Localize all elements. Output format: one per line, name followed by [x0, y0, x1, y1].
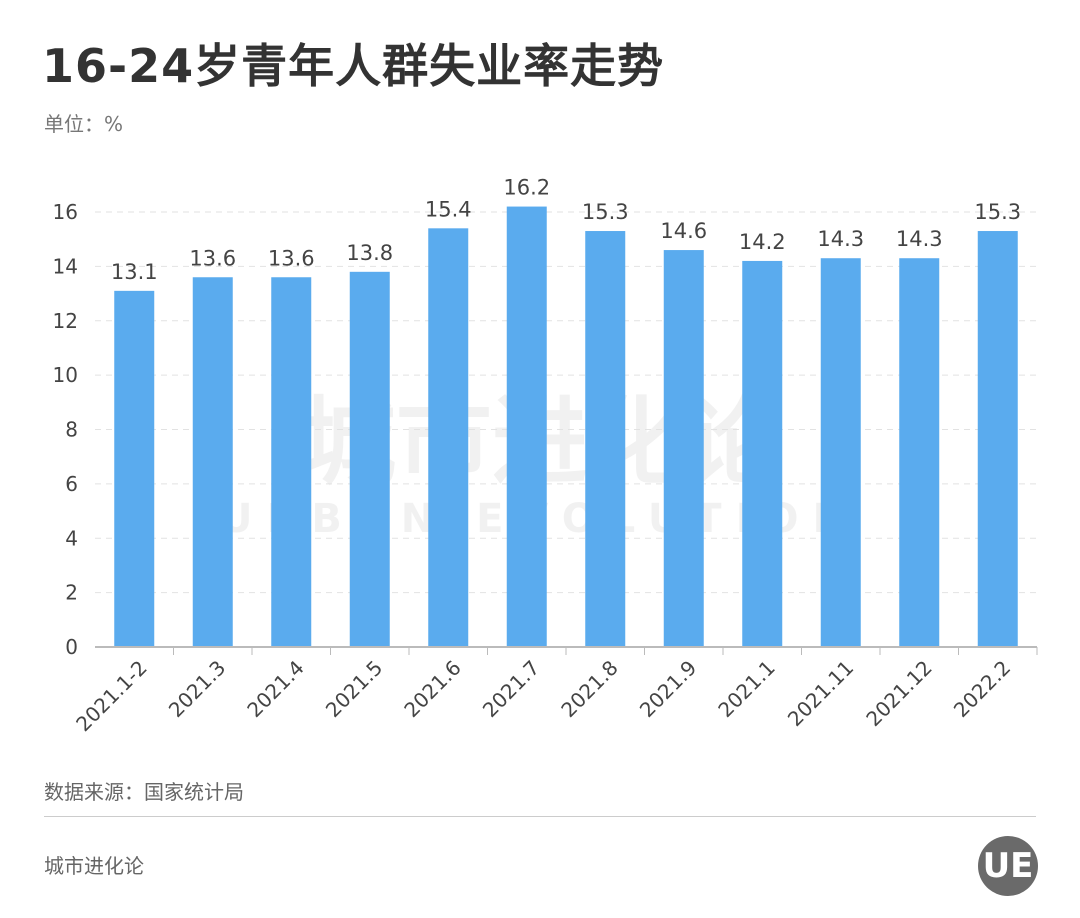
chart-title: 16-24岁青年人群失业率走势	[42, 39, 665, 93]
unit-label: 单位：%	[44, 112, 124, 136]
data-label: 13.6	[189, 246, 236, 270]
data-label: 14.2	[739, 230, 786, 254]
bar	[899, 258, 940, 647]
bar	[114, 290, 155, 647]
x-tick-label: 2021.6	[399, 656, 465, 722]
data-label: 15.4	[425, 197, 472, 221]
bar	[271, 277, 312, 647]
data-label: 14.6	[660, 219, 707, 243]
x-tick-label: 2021.1	[713, 656, 779, 722]
y-tick-label: 10	[53, 363, 78, 387]
y-tick-label: 0	[65, 635, 78, 659]
data-label: 13.8	[346, 241, 393, 265]
x-tick-label: 2021.5	[321, 656, 387, 722]
x-tick-label: 2021.12	[861, 656, 936, 731]
divider	[44, 816, 1036, 817]
x-tick-label: 2022.2	[949, 656, 1015, 722]
data-label: 15.3	[582, 200, 629, 224]
bar	[349, 271, 390, 647]
bar	[663, 250, 704, 647]
x-tick-label: 2021.11	[783, 656, 858, 731]
data-label: 15.3	[974, 200, 1021, 224]
data-label: 13.6	[268, 246, 315, 270]
x-tick-label: 2021.7	[478, 656, 544, 722]
y-tick-label: 12	[53, 309, 78, 333]
y-tick-label: 16	[53, 200, 78, 224]
y-tick-label: 8	[65, 418, 78, 442]
x-tick-label: 2021.3	[164, 656, 230, 722]
data-label: 16.2	[503, 176, 550, 200]
x-tick-label: 2021.9	[635, 656, 701, 722]
x-tick-label: 2021.8	[556, 656, 622, 722]
brand-name: 城市进化论	[44, 854, 144, 878]
y-tick-label: 6	[65, 472, 78, 496]
bar	[192, 277, 233, 647]
bar	[977, 231, 1018, 647]
x-tick-label: 2021.4	[242, 656, 308, 722]
data-label: 13.1	[111, 260, 158, 284]
x-tick-label: 2021.1-2	[71, 656, 152, 737]
data-label: 14.3	[896, 227, 943, 251]
bar	[742, 260, 783, 647]
y-tick-label: 2	[65, 581, 78, 605]
y-tick-label: 4	[65, 526, 78, 550]
bar	[506, 206, 547, 647]
data-label: 14.3	[817, 227, 864, 251]
brand-logo: UE	[978, 836, 1038, 896]
bar	[820, 258, 861, 647]
source-note: 数据来源：国家统计局	[44, 780, 244, 804]
bar	[585, 231, 626, 647]
bar	[428, 228, 469, 647]
y-tick-label: 14	[53, 254, 78, 278]
